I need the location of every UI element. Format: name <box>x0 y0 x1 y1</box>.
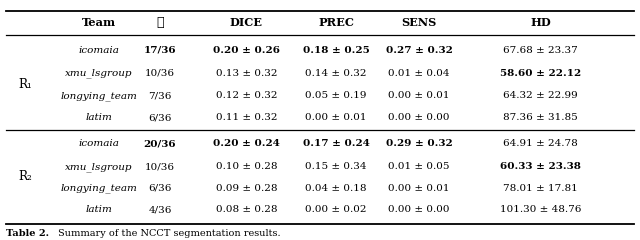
Text: 0.00 ± 0.02: 0.00 ± 0.02 <box>305 205 367 215</box>
Text: ✓: ✓ <box>156 16 164 29</box>
Text: 0.01 ± 0.05: 0.01 ± 0.05 <box>388 162 450 171</box>
Text: Table 2.: Table 2. <box>6 229 49 239</box>
Text: 10/36: 10/36 <box>145 162 175 171</box>
Text: longying_team: longying_team <box>61 91 138 101</box>
Text: DICE: DICE <box>230 17 263 28</box>
Text: 0.29 ± 0.32: 0.29 ± 0.32 <box>386 139 452 149</box>
Text: 20/36: 20/36 <box>144 139 176 149</box>
Text: 0.05 ± 0.19: 0.05 ± 0.19 <box>305 91 367 101</box>
Text: xmu_lsgroup: xmu_lsgroup <box>65 162 133 172</box>
Text: Summary of the NCCT segmentation results.: Summary of the NCCT segmentation results… <box>58 229 280 239</box>
Text: HD: HD <box>531 17 551 28</box>
Text: 0.01 ± 0.04: 0.01 ± 0.04 <box>388 69 450 78</box>
Text: 0.10 ± 0.28: 0.10 ± 0.28 <box>216 162 277 171</box>
Text: latim: latim <box>86 113 113 122</box>
Text: R₁: R₁ <box>19 78 33 90</box>
Text: 6/36: 6/36 <box>148 184 172 193</box>
Text: 67.68 ± 23.37: 67.68 ± 23.37 <box>504 46 578 55</box>
Text: 0.27 ± 0.32: 0.27 ± 0.32 <box>386 46 452 55</box>
Text: 0.04 ± 0.18: 0.04 ± 0.18 <box>305 184 367 193</box>
Text: 4/36: 4/36 <box>148 205 172 215</box>
Text: 0.00 ± 0.01: 0.00 ± 0.01 <box>388 91 450 101</box>
Text: 0.20 ± 0.24: 0.20 ± 0.24 <box>213 139 280 149</box>
Text: 0.09 ± 0.28: 0.09 ± 0.28 <box>216 184 277 193</box>
Text: 0.12 ± 0.32: 0.12 ± 0.32 <box>216 91 277 101</box>
Text: latim: latim <box>86 205 113 215</box>
Text: 0.00 ± 0.01: 0.00 ± 0.01 <box>305 113 367 122</box>
Text: PREC: PREC <box>318 17 354 28</box>
Text: 0.08 ± 0.28: 0.08 ± 0.28 <box>216 205 277 215</box>
Text: 10/36: 10/36 <box>145 69 175 78</box>
Text: 0.20 ± 0.26: 0.20 ± 0.26 <box>213 46 280 55</box>
Text: 0.15 ± 0.34: 0.15 ± 0.34 <box>305 162 367 171</box>
Text: 78.01 ± 17.81: 78.01 ± 17.81 <box>504 184 578 193</box>
Text: icomaia: icomaia <box>79 46 120 55</box>
Text: 0.00 ± 0.01: 0.00 ± 0.01 <box>388 184 450 193</box>
Text: 0.17 ± 0.24: 0.17 ± 0.24 <box>303 139 369 149</box>
Text: 6/36: 6/36 <box>148 113 172 122</box>
Text: 0.00 ± 0.00: 0.00 ± 0.00 <box>388 113 450 122</box>
Text: 0.14 ± 0.32: 0.14 ± 0.32 <box>305 69 367 78</box>
Text: 58.60 ± 22.12: 58.60 ± 22.12 <box>500 69 581 78</box>
Text: 17/36: 17/36 <box>144 46 176 55</box>
Text: SENS: SENS <box>401 17 437 28</box>
Text: 64.91 ± 24.78: 64.91 ± 24.78 <box>504 139 578 149</box>
Text: R₂: R₂ <box>19 170 33 184</box>
Text: 0.18 ± 0.25: 0.18 ± 0.25 <box>303 46 369 55</box>
Text: 0.00 ± 0.00: 0.00 ± 0.00 <box>388 205 450 215</box>
Text: 87.36 ± 31.85: 87.36 ± 31.85 <box>504 113 578 122</box>
Text: 0.13 ± 0.32: 0.13 ± 0.32 <box>216 69 277 78</box>
Text: 101.30 ± 48.76: 101.30 ± 48.76 <box>500 205 582 215</box>
Text: 64.32 ± 22.99: 64.32 ± 22.99 <box>504 91 578 101</box>
Text: icomaia: icomaia <box>79 139 120 149</box>
Text: Team: Team <box>82 17 116 28</box>
Text: 7/36: 7/36 <box>148 91 172 101</box>
Text: 60.33 ± 23.38: 60.33 ± 23.38 <box>500 162 581 171</box>
Text: xmu_lsgroup: xmu_lsgroup <box>65 68 133 78</box>
Text: 0.11 ± 0.32: 0.11 ± 0.32 <box>216 113 277 122</box>
Text: longying_team: longying_team <box>61 184 138 193</box>
